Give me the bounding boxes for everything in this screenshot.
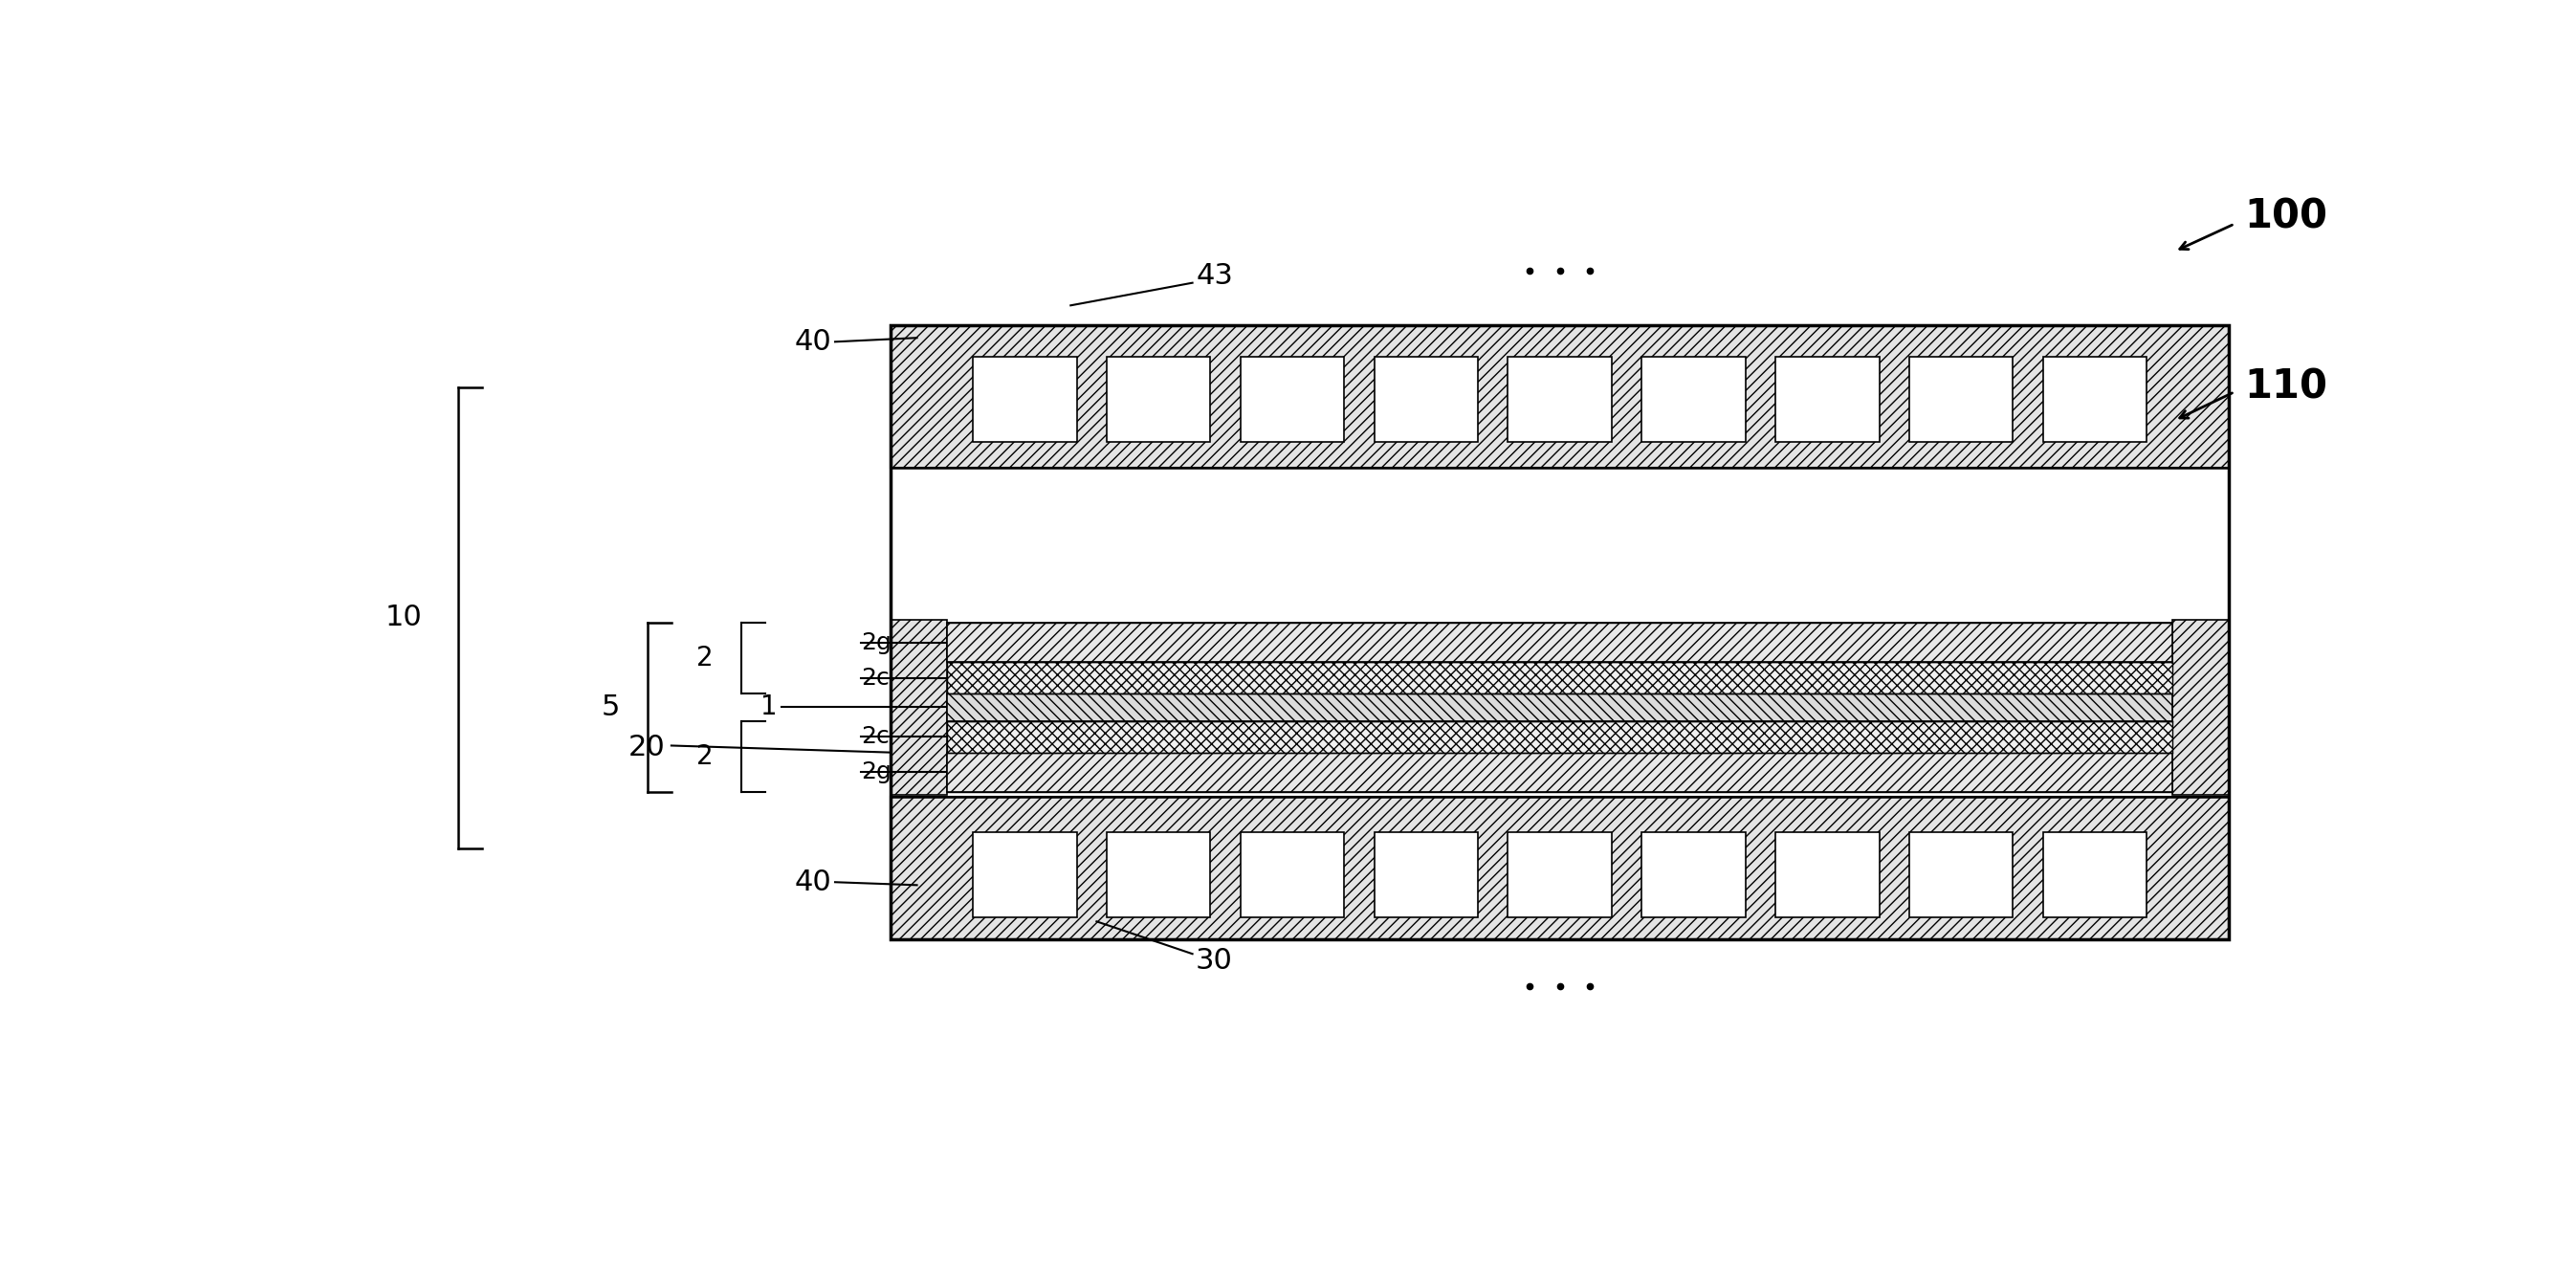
Bar [1373, 832, 1479, 917]
Text: 1: 1 [760, 694, 778, 721]
Bar [2172, 620, 2228, 795]
Bar [1909, 356, 2012, 441]
Bar [1507, 356, 1613, 441]
Bar [891, 620, 948, 795]
Bar [1108, 356, 1211, 441]
Bar [948, 694, 2172, 721]
Bar [2043, 356, 2146, 441]
Bar [1507, 832, 1613, 917]
Bar [948, 753, 2172, 791]
Bar [948, 662, 2172, 694]
Text: 40: 40 [793, 868, 832, 896]
Text: 2: 2 [696, 743, 714, 769]
Bar [1909, 832, 2012, 917]
Bar [1775, 832, 1880, 917]
Bar [974, 832, 1077, 917]
Text: 10: 10 [384, 604, 422, 632]
Bar [1242, 832, 1345, 917]
Text: 2g: 2g [860, 760, 891, 783]
Text: 5: 5 [600, 693, 618, 721]
Text: 2g: 2g [860, 630, 891, 653]
Text: 2: 2 [696, 644, 714, 671]
Text: 2c: 2c [860, 725, 889, 748]
Bar [891, 796, 2228, 939]
Text: 110: 110 [2244, 367, 2329, 407]
Bar [1641, 356, 1747, 441]
Text: 20: 20 [629, 734, 665, 762]
Bar [1242, 356, 1345, 441]
Bar [1108, 832, 1211, 917]
Text: 40: 40 [793, 328, 832, 356]
Text: 2c: 2c [860, 666, 889, 689]
Text: 30: 30 [1195, 947, 1234, 975]
Bar [891, 325, 2228, 939]
Bar [2043, 832, 2146, 917]
Text: 100: 100 [2244, 197, 2329, 237]
Bar [891, 325, 2228, 467]
Text: 43: 43 [1195, 262, 1234, 290]
Bar [1641, 832, 1747, 917]
Bar [1775, 356, 1880, 441]
Bar [948, 623, 2172, 662]
Bar [974, 356, 1077, 441]
Bar [948, 721, 2172, 753]
Bar [1373, 356, 1479, 441]
